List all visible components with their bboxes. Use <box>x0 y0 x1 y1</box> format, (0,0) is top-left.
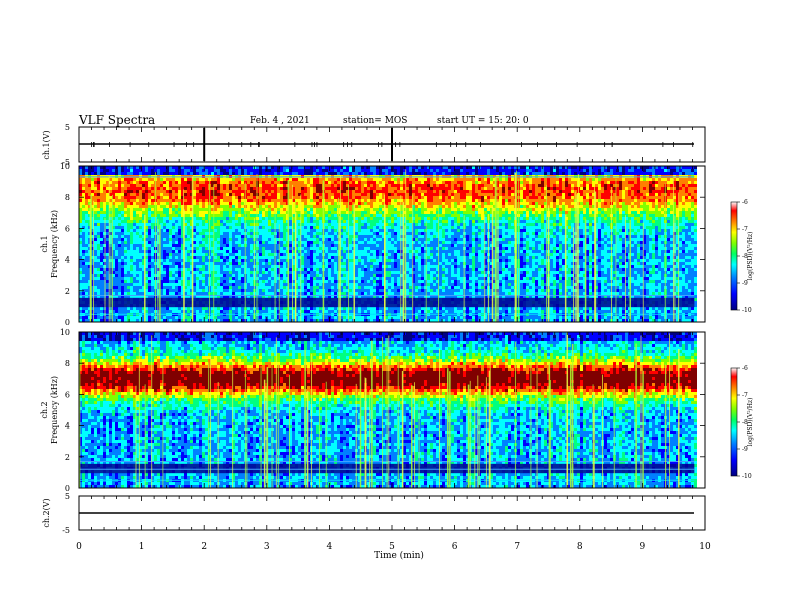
ch2-colorbar <box>730 367 738 477</box>
y-tick-label: 10 <box>60 162 70 171</box>
ch2-spectrogram-ylabel-1: ch.2 <box>40 401 49 418</box>
y-tick-label: -5 <box>62 526 70 535</box>
x-tick-label: 2 <box>201 542 207 552</box>
colorbar-tick-label: -9 <box>742 446 748 453</box>
ch1-waveform-ylabel: ch.1(V) <box>42 130 51 159</box>
ch2-spectrogram-ylabel-2: Frequency (kHz) <box>50 376 59 444</box>
x-tick-label: 3 <box>264 542 270 552</box>
x-tick-label: 9 <box>640 542 646 552</box>
colorbar-tick-label: -9 <box>742 280 748 287</box>
low-frequency-gap <box>79 297 695 308</box>
y-tick-label: 6 <box>65 224 70 233</box>
x-tick-label: 6 <box>452 542 458 552</box>
date-label: Feb. 4 , 2021 <box>250 116 310 126</box>
y-tick-label: 10 <box>60 328 70 337</box>
ch2-spectrogram-panel <box>79 332 705 488</box>
colorbar-tick-labels: -6 -7 -8 -9 -10 -6 -7 -8 -9 -10 <box>737 199 752 480</box>
figure-title: VLF Spectra <box>78 113 155 127</box>
x-tick-label: 1 <box>139 542 145 552</box>
y-tick-label: 0 <box>65 318 70 327</box>
colorbar-tick-label: -6 <box>742 199 748 206</box>
y-tick-label: 2 <box>65 287 70 296</box>
ch1-waveform-spikes <box>91 128 694 161</box>
y-tick-label: 8 <box>65 193 70 202</box>
y-tick-label: -5 <box>62 158 70 167</box>
ch1-spectrogram-ylabel-1: ch.1 <box>40 235 49 252</box>
ch1-spectrogram-ylabel-2: Frequency (kHz) <box>50 210 59 278</box>
colorbar-tick-label: -7 <box>742 226 748 233</box>
y-tick-label: 6 <box>65 390 70 399</box>
x-tick-label: 7 <box>514 542 520 552</box>
x-tick-label: 4 <box>327 542 333 552</box>
colorbar-tick-label: -10 <box>742 473 752 480</box>
colorbar-tick-label: -8 <box>742 419 748 426</box>
colorbar-tick-label: -7 <box>742 392 748 399</box>
axis-ticks <box>78 127 706 530</box>
ch1-spectrogram-panel <box>79 166 705 322</box>
y-tick-label: 8 <box>65 359 70 368</box>
start-time-label: start UT = 15: 20: 0 <box>437 116 529 126</box>
colorbar-tick-label: -8 <box>742 253 748 260</box>
y-tick-label: 4 <box>65 422 70 431</box>
y-tick-label: 2 <box>65 453 70 462</box>
y-tick-label: 5 <box>65 123 70 132</box>
ch2-waveform-ylabel: ch.2(V) <box>42 498 51 527</box>
ch1-colorbar-label: log(PSD)(V²/Hz) <box>747 232 754 281</box>
ch1-colorbar <box>730 201 738 311</box>
x-tick-labels: 0 1 2 3 4 5 6 7 8 9 10 <box>76 542 711 552</box>
station-label: station= MOS <box>343 116 407 126</box>
y-tick-label: 4 <box>65 256 70 265</box>
ch2-colorbar-label: log(PSD)(V²/Hz) <box>747 398 754 447</box>
colorbar-tick-label: -10 <box>742 307 752 314</box>
x-tick-label: 5 <box>389 542 395 552</box>
y-tick-label: 0 <box>65 484 70 493</box>
x-tick-label: 10 <box>699 542 711 552</box>
colorbar-tick-label: -6 <box>742 365 748 372</box>
x-tick-label: 0 <box>76 542 82 552</box>
x-axis-label: Time (min) <box>374 550 424 561</box>
y-tick-label: 5 <box>65 492 70 501</box>
x-tick-label: 8 <box>577 542 583 552</box>
